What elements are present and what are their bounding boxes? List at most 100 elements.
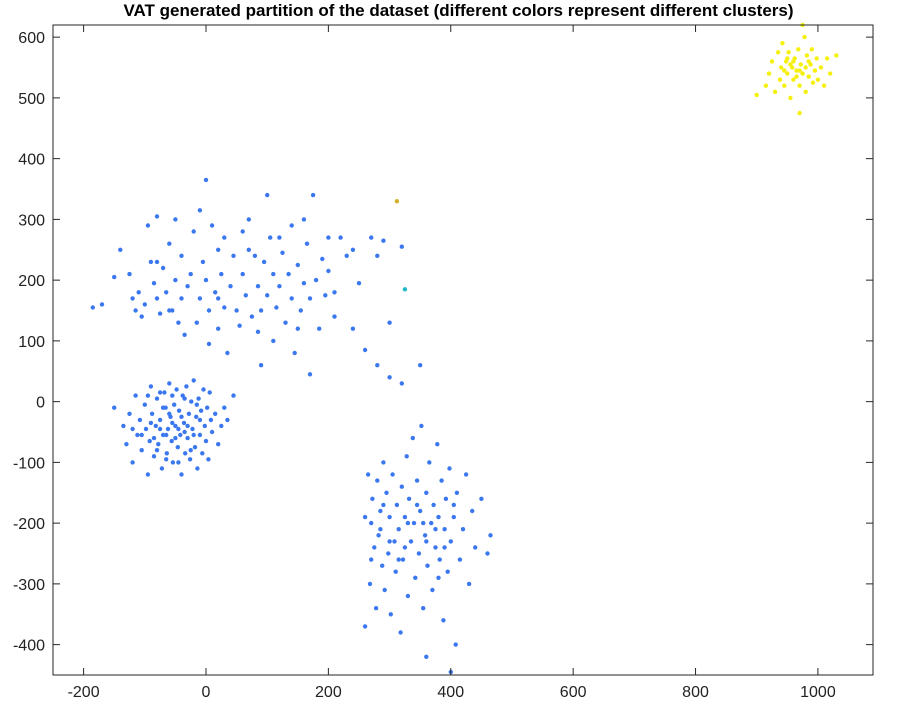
data-point — [298, 308, 303, 313]
data-point — [162, 390, 167, 395]
data-point — [133, 393, 138, 398]
data-point — [157, 426, 163, 432]
data-point — [174, 387, 179, 392]
data-point — [810, 80, 816, 85]
data-point — [405, 520, 411, 526]
data-point — [130, 296, 135, 301]
data-point — [442, 527, 447, 532]
data-point — [147, 438, 152, 444]
data-point — [191, 432, 196, 438]
data-point — [206, 341, 212, 347]
data-point — [197, 208, 203, 213]
data-point — [388, 612, 393, 617]
data-point — [454, 490, 460, 495]
data-point — [436, 575, 441, 580]
data-point — [286, 271, 291, 277]
data-point — [406, 496, 412, 501]
data-point — [375, 478, 380, 483]
data-point — [136, 290, 141, 295]
data-point — [788, 95, 793, 101]
data-point — [142, 402, 147, 407]
data-point — [399, 484, 404, 489]
data-point — [179, 296, 184, 301]
data-point — [422, 533, 428, 538]
data-point — [179, 253, 184, 258]
data-point — [448, 539, 453, 544]
data-point — [206, 308, 212, 313]
data-point — [782, 68, 787, 73]
data-point — [160, 405, 166, 410]
data-point — [766, 71, 772, 76]
data-point — [127, 271, 132, 277]
data-point — [754, 92, 759, 98]
data-point — [769, 59, 775, 64]
data-point — [183, 451, 188, 456]
data-point — [179, 472, 184, 477]
data-point — [271, 271, 276, 277]
data-point — [195, 466, 200, 471]
data-point — [255, 284, 261, 289]
data-point — [310, 192, 316, 198]
data-point — [782, 83, 787, 88]
data-point — [416, 551, 422, 556]
data-point — [157, 390, 163, 395]
data-point — [386, 551, 391, 556]
data-point — [404, 454, 409, 459]
data-point — [794, 68, 799, 73]
data-point — [170, 460, 176, 465]
data-point — [154, 396, 160, 401]
data-point — [437, 557, 442, 562]
data-point — [164, 451, 169, 456]
data-point — [169, 438, 174, 444]
data-point — [137, 417, 143, 423]
data-point — [148, 420, 154, 426]
data-point — [192, 445, 198, 450]
data-point — [399, 381, 404, 386]
data-point — [380, 563, 385, 568]
data-point — [369, 235, 374, 240]
data-point — [381, 238, 386, 243]
y-tick-label: -200 — [13, 516, 45, 533]
data-point — [307, 296, 313, 301]
data-point — [812, 68, 818, 73]
data-point — [289, 223, 294, 228]
data-point — [394, 502, 400, 508]
data-point — [181, 420, 187, 426]
x-tick-label: 200 — [315, 684, 342, 701]
data-point — [433, 545, 438, 550]
data-point — [156, 442, 161, 447]
data-point — [219, 271, 224, 277]
data-point — [148, 384, 154, 389]
data-point — [197, 417, 203, 423]
data-point — [457, 557, 463, 562]
data-point — [207, 390, 212, 395]
data-point — [400, 557, 406, 562]
data-point — [292, 350, 297, 356]
data-point — [326, 268, 331, 274]
data-point — [154, 214, 160, 219]
chart-title: VAT generated partition of the dataset (… — [123, 1, 794, 20]
data-point — [213, 411, 218, 416]
data-point — [216, 326, 221, 331]
data-point — [367, 581, 373, 587]
data-point — [344, 253, 349, 258]
data-point — [786, 50, 791, 55]
data-point — [142, 302, 147, 307]
data-point — [164, 457, 169, 462]
data-point — [219, 423, 224, 429]
data-point — [384, 490, 389, 495]
data-point — [797, 83, 802, 88]
data-point — [188, 271, 193, 277]
data-point — [431, 502, 436, 508]
data-point — [424, 539, 429, 544]
data-point — [803, 65, 808, 70]
data-point — [419, 423, 424, 429]
data-points-layer — [90, 22, 839, 675]
data-point — [435, 442, 440, 447]
data-point — [785, 71, 790, 76]
data-point — [200, 451, 205, 456]
y-tick-label: -400 — [13, 638, 45, 655]
data-point — [375, 253, 380, 258]
data-point — [447, 466, 452, 471]
